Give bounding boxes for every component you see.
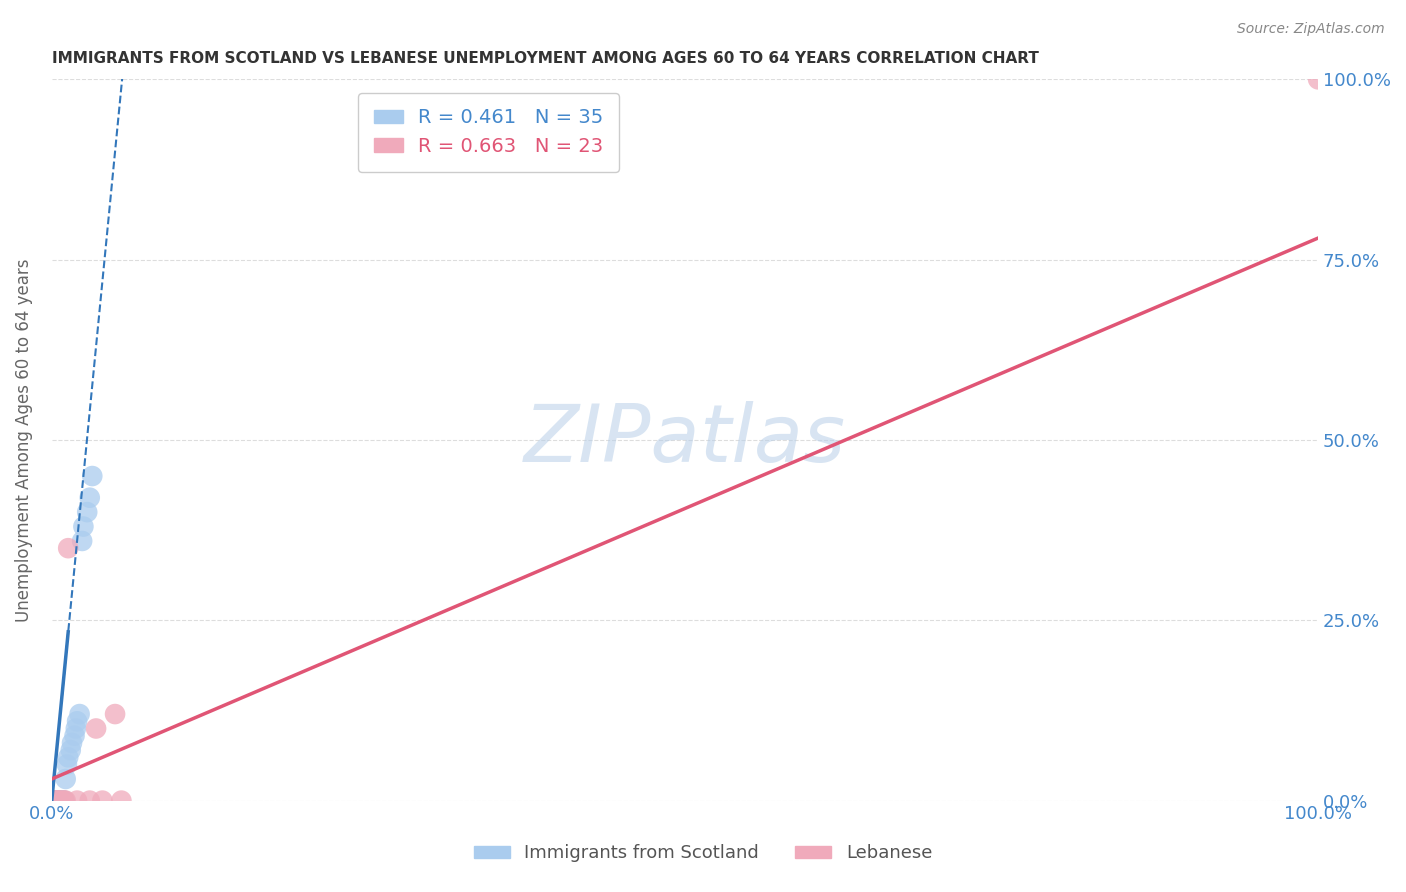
Point bbox=[66, 714, 89, 729]
Point bbox=[46, 794, 69, 808]
Point bbox=[51, 794, 73, 808]
Point bbox=[42, 794, 65, 808]
Point bbox=[58, 541, 80, 556]
Point bbox=[56, 757, 79, 772]
Point bbox=[44, 794, 66, 808]
Point bbox=[45, 794, 67, 808]
Point bbox=[45, 794, 67, 808]
Point bbox=[58, 750, 80, 764]
Point bbox=[49, 794, 72, 808]
Point bbox=[79, 491, 101, 505]
Point bbox=[41, 794, 63, 808]
Point bbox=[82, 469, 104, 483]
Point bbox=[70, 533, 93, 548]
Point bbox=[41, 794, 63, 808]
Point bbox=[42, 794, 65, 808]
Point bbox=[59, 743, 82, 757]
Point bbox=[41, 794, 63, 808]
Point bbox=[48, 794, 70, 808]
Point bbox=[72, 519, 94, 533]
Point bbox=[104, 707, 127, 722]
Point bbox=[53, 794, 76, 808]
Point bbox=[65, 722, 87, 736]
Y-axis label: Unemployment Among Ages 60 to 64 years: Unemployment Among Ages 60 to 64 years bbox=[15, 258, 32, 622]
Point bbox=[41, 794, 63, 808]
Point bbox=[60, 736, 83, 750]
Point bbox=[52, 794, 75, 808]
Point bbox=[45, 794, 67, 808]
Point bbox=[48, 794, 70, 808]
Point bbox=[45, 794, 67, 808]
Point bbox=[49, 794, 72, 808]
Point bbox=[79, 794, 101, 808]
Point bbox=[42, 794, 65, 808]
Text: Source: ZipAtlas.com: Source: ZipAtlas.com bbox=[1237, 22, 1385, 37]
Point bbox=[76, 505, 98, 519]
Legend: Immigrants from Scotland, Lebanese: Immigrants from Scotland, Lebanese bbox=[467, 838, 939, 870]
Point bbox=[63, 729, 86, 743]
Point bbox=[91, 794, 114, 808]
Point bbox=[45, 794, 67, 808]
Point bbox=[41, 794, 63, 808]
Point bbox=[44, 794, 66, 808]
Point bbox=[41, 794, 63, 808]
Point bbox=[42, 794, 65, 808]
Point bbox=[41, 794, 63, 808]
Point bbox=[66, 794, 89, 808]
Legend: R = 0.461   N = 35, R = 0.663   N = 23: R = 0.461 N = 35, R = 0.663 N = 23 bbox=[359, 93, 619, 171]
Point bbox=[42, 794, 65, 808]
Point bbox=[41, 794, 63, 808]
Point bbox=[55, 772, 77, 786]
Point bbox=[41, 794, 63, 808]
Point bbox=[45, 794, 67, 808]
Point bbox=[1308, 72, 1330, 87]
Point bbox=[84, 722, 107, 736]
Point bbox=[110, 794, 132, 808]
Point bbox=[46, 794, 69, 808]
Point bbox=[52, 794, 75, 808]
Point bbox=[55, 794, 77, 808]
Point bbox=[44, 794, 66, 808]
Point bbox=[46, 794, 69, 808]
Text: IMMIGRANTS FROM SCOTLAND VS LEBANESE UNEMPLOYMENT AMONG AGES 60 TO 64 YEARS CORR: IMMIGRANTS FROM SCOTLAND VS LEBANESE UNE… bbox=[52, 51, 1039, 66]
Point bbox=[69, 707, 91, 722]
Point bbox=[53, 794, 76, 808]
Text: ZIPatlas: ZIPatlas bbox=[524, 401, 846, 479]
